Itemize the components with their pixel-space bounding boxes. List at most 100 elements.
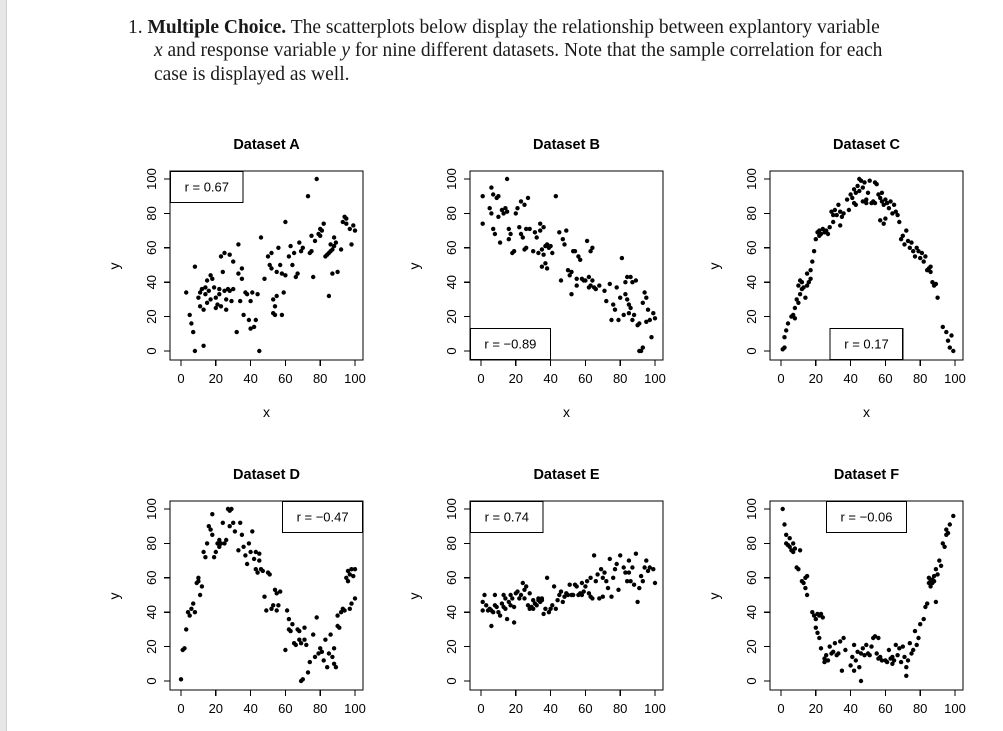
x-tick-label: 100 [944, 371, 966, 386]
scatterplot-svg: Dataset F020406080100020406080100xyr = −… [706, 467, 966, 716]
variable-x-symbol: x [154, 40, 163, 62]
scatterplot-svg: Dataset C 0 20 40 60 80 100 0 20 40 60 80 100 x y r = 0… [706, 137, 966, 420]
question-number: 1. [128, 17, 143, 38]
x-tick-label: 100 [944, 701, 966, 716]
x-axis-label: x [263, 404, 270, 420]
x-tick-label: 40 [243, 371, 257, 386]
x-tick-label: 0 [477, 371, 484, 386]
plot-title: Dataset B [533, 137, 600, 153]
x-tick-label: 40 [543, 701, 557, 716]
scatterplot-dataset-c: Dataset C 0 20 40 60 80 100 0 20 40 60 80 100 x y r = 0… [700, 130, 1003, 460]
y-tick-label: 40 [144, 605, 159, 619]
x-tick-label: 40 [543, 371, 557, 386]
x-tick-label: 100 [644, 701, 666, 716]
question-bold-label: Multiple Choice. [147, 17, 287, 38]
x-tick-label: 80 [913, 701, 927, 716]
data-points [480, 176, 658, 354]
plot-title: Dataset F [834, 467, 899, 483]
y-tick-label: 80 [444, 536, 459, 550]
x-axis: 0 20 40 60 80 100 [477, 690, 666, 716]
y-tick-label: 100 [144, 168, 159, 190]
y-tick-label: 100 [744, 168, 759, 190]
correlation-legend: r = −0.47 [282, 500, 364, 534]
plot-frame [469, 170, 664, 361]
plot-frame [469, 500, 664, 691]
y-axis-label: y [706, 593, 722, 600]
y-tick-label: 100 [744, 498, 759, 520]
y-tick-label: 20 [744, 639, 759, 653]
x-tick-label: 0 [177, 371, 184, 386]
y-tick-label: 0 [144, 347, 159, 354]
y-tick-label: 0 [744, 347, 759, 354]
x-tick-label: 100 [644, 371, 666, 386]
plot-title: Dataset C [833, 137, 900, 153]
x-tick-label: 80 [313, 701, 327, 716]
x-axis: 0 20 40 60 80 100 [177, 690, 366, 716]
y-tick-label: 40 [744, 605, 759, 619]
scatterplot-dataset-a: Dataset A 0 20 40 60 80 100 0 20 40 60 80 100 x y r = 0… [100, 130, 403, 460]
question-text-segment: for nine different datasets. Note that t… [354, 40, 883, 62]
correlation-legend: r = 0.74 [469, 500, 544, 534]
correlation-legend: r = 0.17 [829, 327, 904, 361]
x-axis: 0 20 40 60 80 100 [777, 690, 966, 716]
question-text: 1. Multiple Choice. The scatterplots bel… [128, 16, 1000, 86]
variable-y-symbol: y [341, 40, 350, 62]
y-tick-label: 20 [744, 309, 759, 323]
y-tick-label: 60 [144, 571, 159, 585]
plot-title: Dataset A [233, 137, 300, 153]
y-tick-label: 60 [444, 571, 459, 585]
correlation-legend: r = −0.89 [469, 327, 551, 361]
x-tick-label: 20 [809, 701, 823, 716]
left-page-edge [0, 0, 7, 731]
correlation-value: r = 0.74 [485, 510, 529, 525]
question-text-segment: The scatterplots below display the relat… [290, 17, 880, 38]
x-tick-label: 20 [509, 701, 523, 716]
y-tick-label: 100 [144, 498, 159, 520]
plot-title: Dataset D [233, 467, 300, 483]
y-axis-label: y [406, 263, 422, 270]
x-tick-label: 40 [843, 701, 857, 716]
y-tick-label: 40 [744, 275, 759, 289]
x-tick-label: 0 [777, 701, 784, 716]
x-tick-label: 60 [878, 371, 892, 386]
y-tick-label: 80 [144, 206, 159, 220]
scatterplot-svg: Dataset B 0 20 40 60 80 100 0 20 40 60 80 100 x y r = −… [406, 137, 666, 420]
y-axis: 0 20 40 60 80 100 [144, 498, 170, 685]
x-tick-label: 60 [278, 701, 292, 716]
scatterplot-svg: Dataset A 0 20 40 60 80 100 0 20 40 60 80 100 x y r = 0… [106, 137, 366, 420]
y-tick-label: 60 [744, 241, 759, 255]
x-tick-label: 0 [477, 701, 484, 716]
y-axis: 0 20 40 60 80 100 [144, 168, 170, 355]
y-tick-label: 80 [744, 536, 759, 550]
correlation-value: r = −0.47 [297, 510, 349, 525]
correlation-legend: r = 0.67 [169, 170, 244, 204]
y-tick-label: 60 [744, 571, 759, 585]
x-tick-label: 20 [809, 371, 823, 386]
correlation-value: r = 0.17 [844, 337, 888, 352]
x-tick-label: 60 [578, 701, 592, 716]
y-tick-label: 0 [444, 677, 459, 684]
y-tick-label: 20 [444, 309, 459, 323]
x-tick-label: 80 [613, 371, 627, 386]
question-text-segment: and response variable [167, 40, 337, 62]
x-tick-label: 100 [344, 701, 366, 716]
y-tick-label: 0 [444, 347, 459, 354]
plot-frame [169, 170, 364, 361]
x-tick-label: 20 [209, 701, 223, 716]
x-axis: 0 20 40 60 80 100 [177, 360, 366, 386]
x-axis: 0 20 40 60 80 100 [477, 360, 666, 386]
y-tick-label: 40 [444, 275, 459, 289]
x-tick-label: 20 [209, 371, 223, 386]
scatterplot-dataset-f: Dataset F020406080100020406080100xyr = −… [700, 460, 1003, 731]
y-tick-label: 100 [444, 168, 459, 190]
scatterplot-svg: Dataset E020406080100020406080100xyr = 0… [406, 467, 666, 716]
correlation-value: r = 0.67 [185, 180, 229, 195]
scatterplot-dataset-e: Dataset E020406080100020406080100xyr = 0… [400, 460, 703, 731]
x-tick-label: 80 [613, 701, 627, 716]
y-axis: 0 20 40 60 80 100 [744, 168, 770, 355]
y-axis: 0 20 40 60 80 100 [744, 498, 770, 685]
question-line-3: case is displayed as well. [154, 63, 1000, 86]
question-text-segment: case is displayed as well. [154, 63, 350, 85]
x-axis-label: x [863, 404, 870, 420]
